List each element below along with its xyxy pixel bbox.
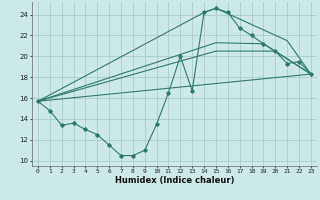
X-axis label: Humidex (Indice chaleur): Humidex (Indice chaleur) [115,176,234,185]
